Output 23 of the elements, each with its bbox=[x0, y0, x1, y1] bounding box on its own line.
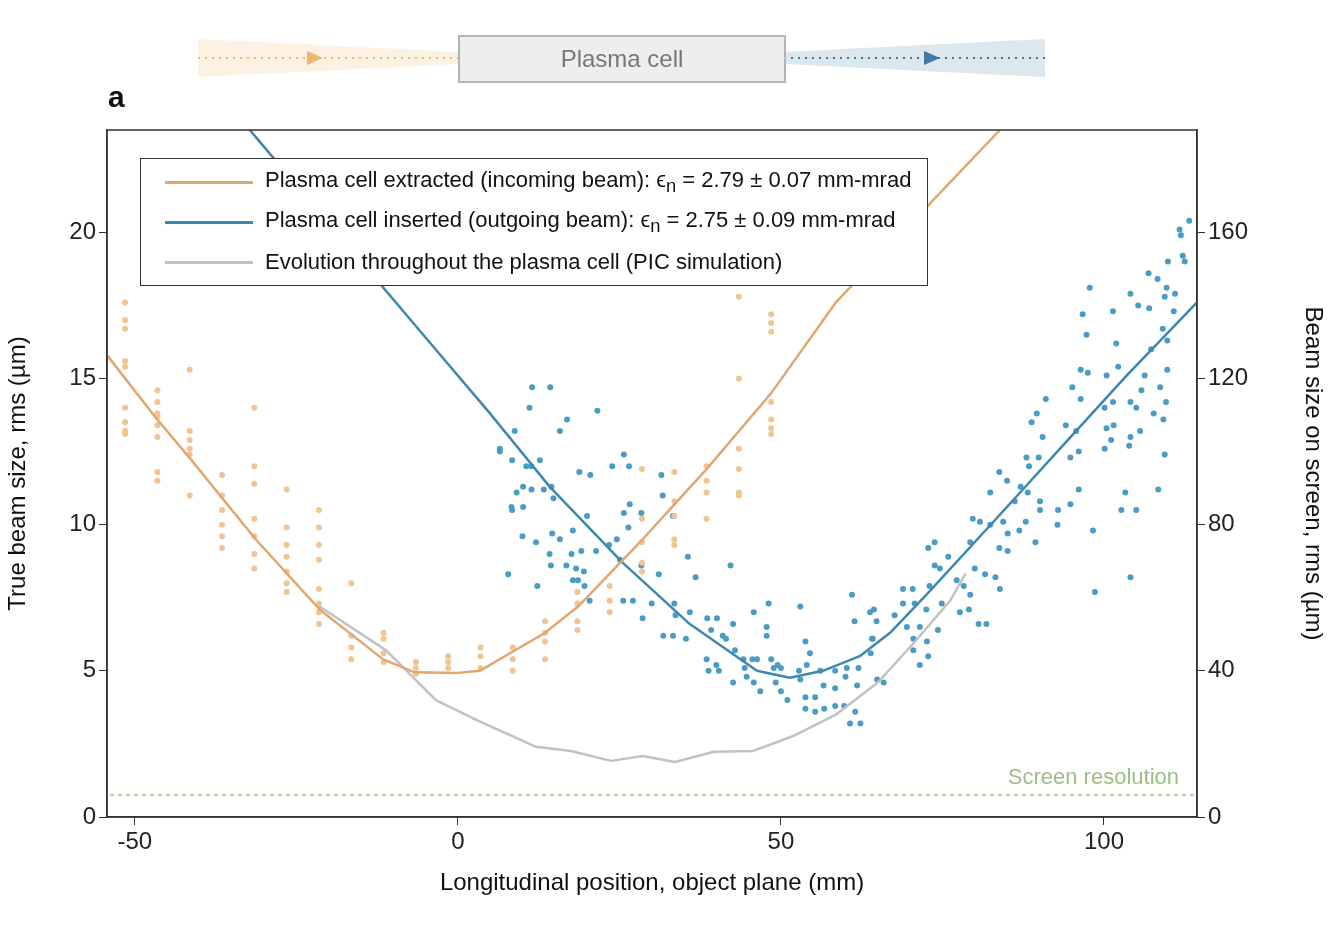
y2-tick-label: 120 bbox=[1208, 363, 1249, 391]
y-tick-label: 15 bbox=[69, 363, 96, 391]
ref-line-label: Screen resolution bbox=[1007, 764, 1179, 790]
text: Plasma cell bbox=[458, 35, 786, 83]
y2-axis-title: Beam size on screen, rms (µm) bbox=[1300, 306, 1328, 641]
y2-tick-label: 160 bbox=[1208, 216, 1249, 244]
y-tick-label: 0 bbox=[82, 801, 96, 829]
y2-tick-label: 0 bbox=[1208, 801, 1222, 829]
y2-tick-label: 40 bbox=[1208, 655, 1235, 683]
x-tick-label: 50 bbox=[767, 827, 795, 855]
legend-label: Plasma cell extracted (incoming beam): ϵ$_{n}$ = 2.79 ± 0.07 mm-mrad bbox=[265, 166, 912, 198]
y2-tick-label: 80 bbox=[1208, 509, 1235, 537]
x-tick-label: 100 bbox=[1083, 827, 1124, 855]
y-tick-label: 10 bbox=[69, 509, 96, 537]
x-tick-label: -50 bbox=[117, 827, 153, 855]
y-axis-title: True beam size, rms (µm) bbox=[3, 336, 31, 611]
text: a bbox=[108, 80, 125, 114]
x-axis-title: Longitudinal position, object plane (mm) bbox=[439, 868, 865, 896]
y-tick-label: 5 bbox=[82, 655, 96, 683]
legend-label: Evolution throughout the plasma cell (PIC simulation) bbox=[265, 249, 783, 275]
x-tick-label: 0 bbox=[451, 827, 465, 855]
y-tick-label: 20 bbox=[69, 216, 96, 244]
legend-label: Plasma cell inserted (outgoing beam): ϵ$_{n}$ = 2.75 ± 0.09 mm-mrad bbox=[265, 206, 896, 238]
